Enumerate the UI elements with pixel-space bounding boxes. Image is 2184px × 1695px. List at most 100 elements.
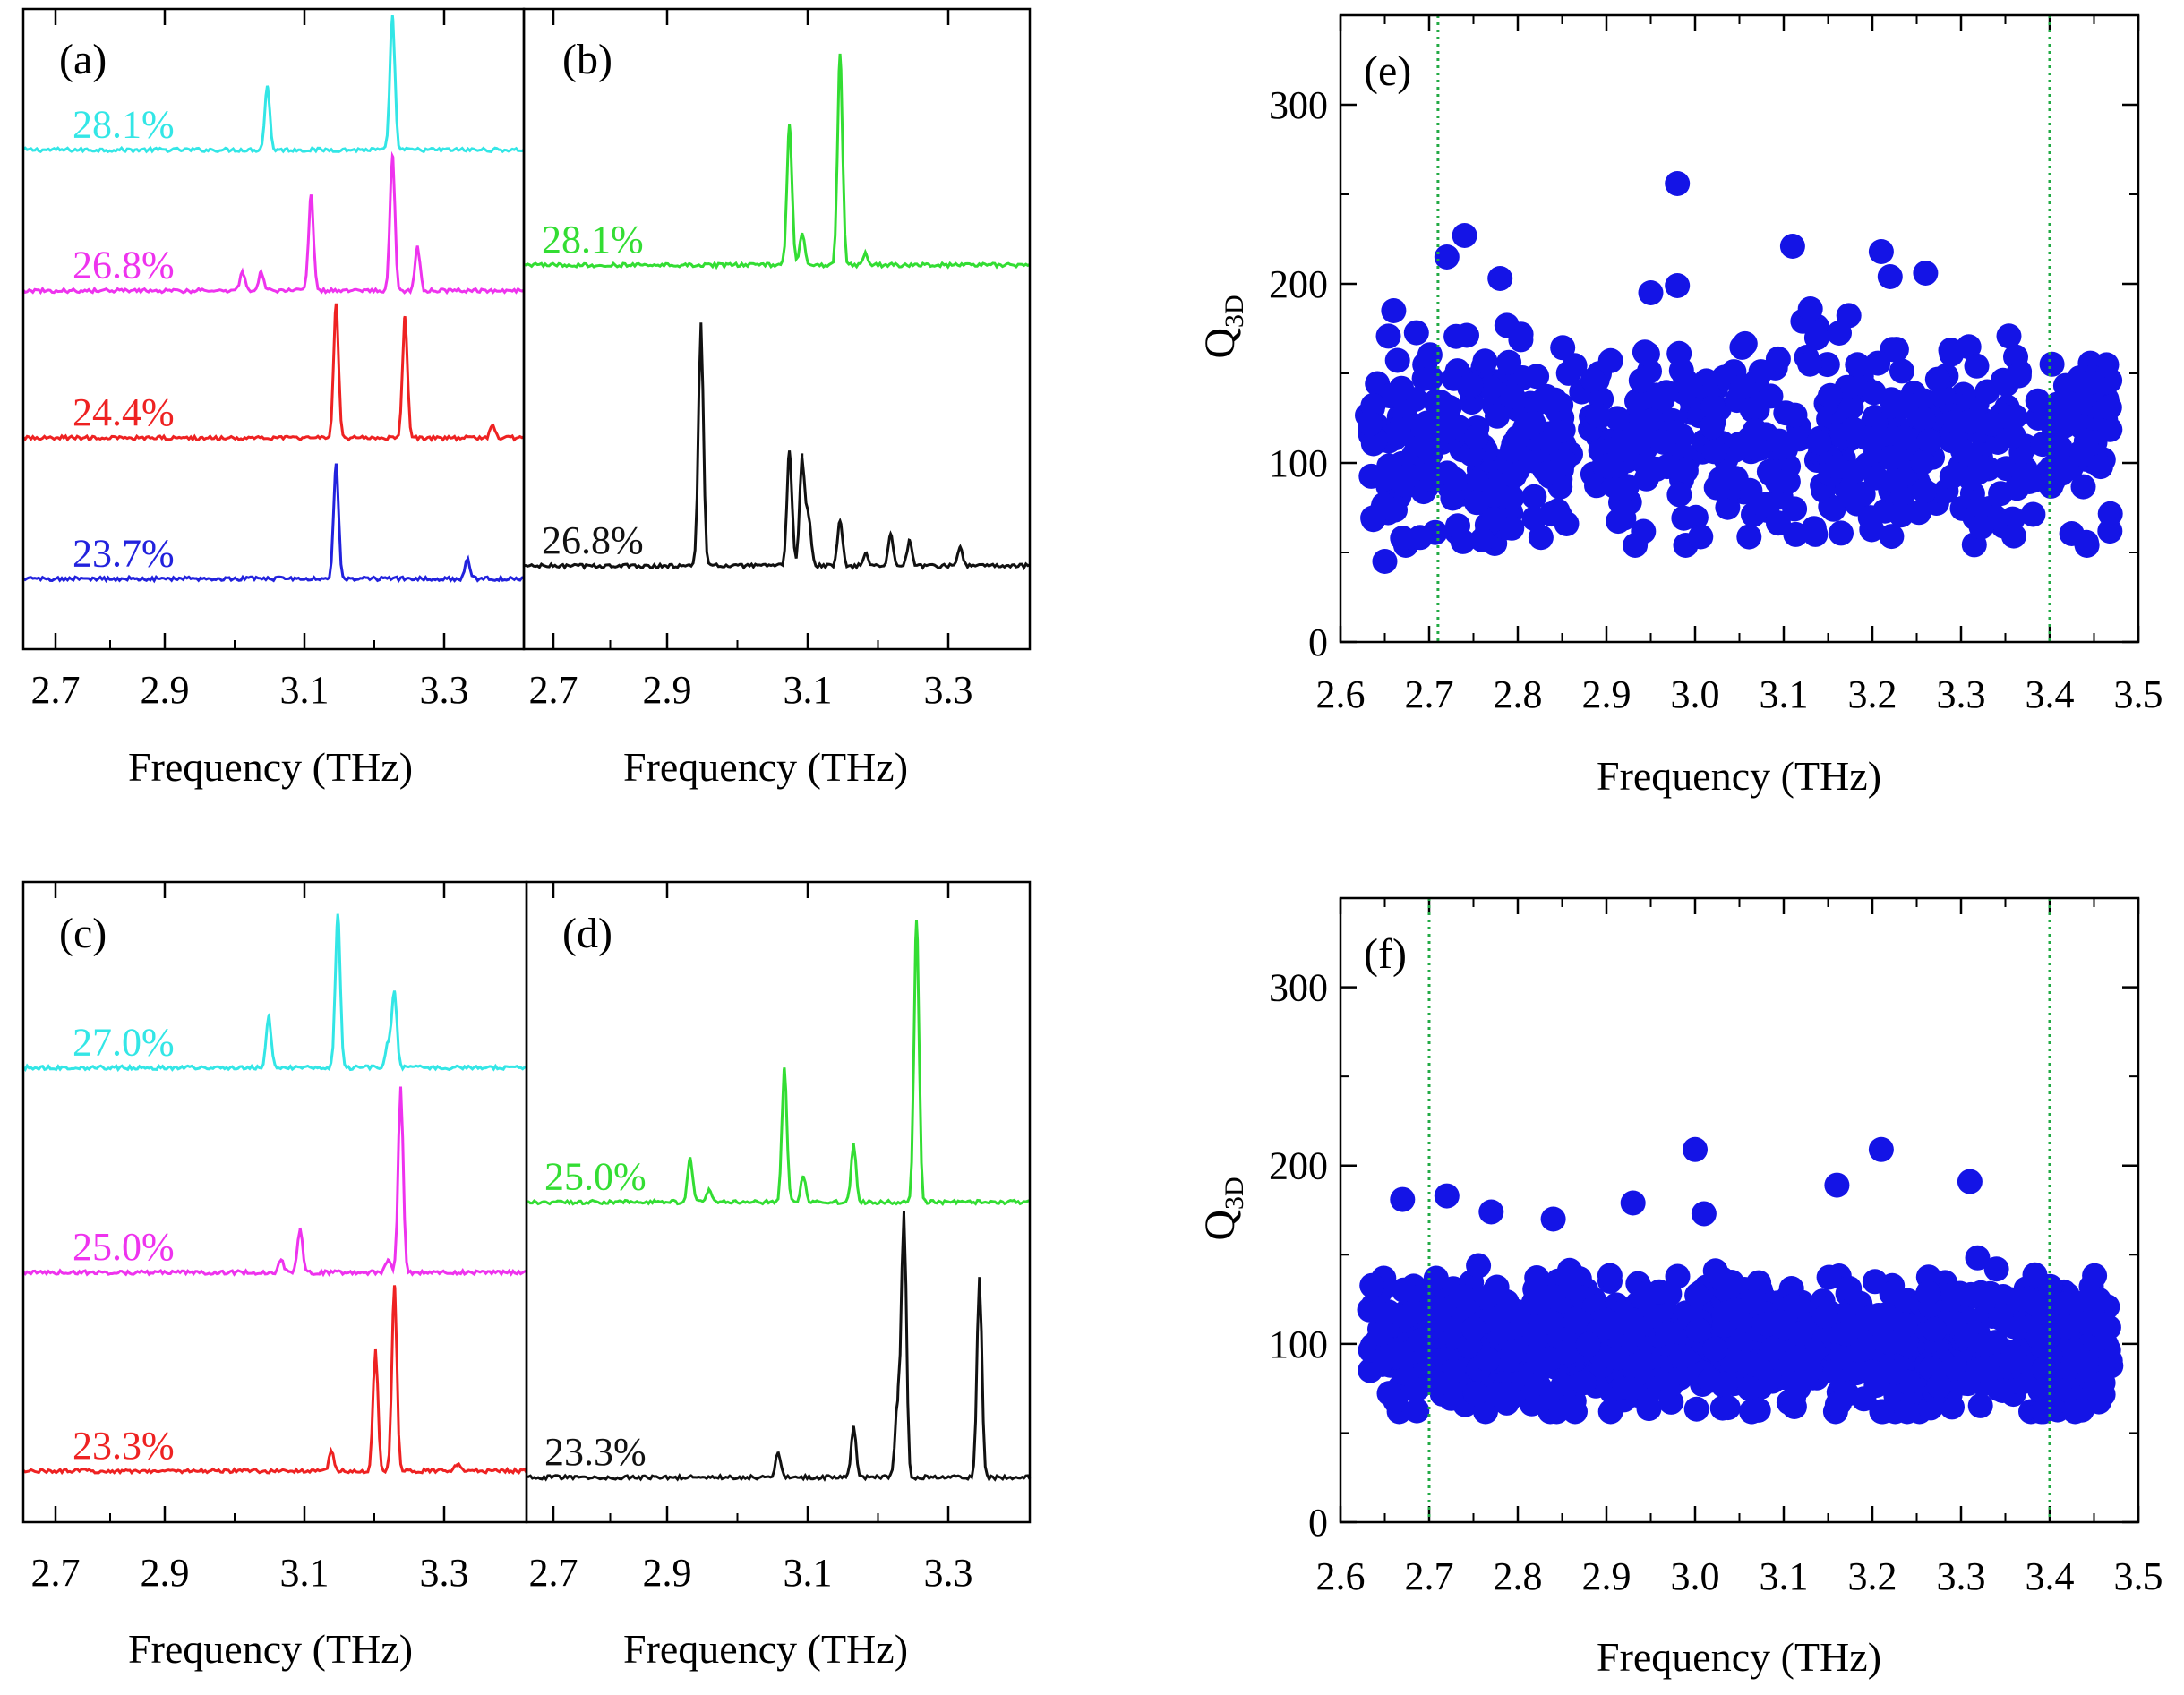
panel-e-ytick-label: 200 <box>1269 262 1328 306</box>
panel-e-point <box>1542 387 1568 413</box>
panel-b-series-1-label: 26.8% <box>542 518 644 562</box>
panel-e-point <box>1597 347 1623 373</box>
panel-f-point <box>1374 1344 1400 1370</box>
panel-f-point <box>2031 1357 2057 1383</box>
panel-f-plot: 2.6 2.7 2.8 2.9 3.0 3.1 3.2 3.3 3.4 3.5 0 100 200 300 <box>1269 897 2163 1598</box>
panel-f-point <box>1655 1321 1681 1347</box>
panel-e-point <box>1751 492 1777 518</box>
panel-d: 2.7 2.9 3.1 3.3 25.0% 23.3% (d) Frequency (TH… <box>525 880 1032 1672</box>
panel-e-point <box>1827 321 1852 346</box>
panel-e-point <box>1472 348 1498 374</box>
panel-a-series-1-label: 26.8% <box>73 244 175 287</box>
panel-e-point <box>1623 533 1649 558</box>
panel-e-point <box>2039 351 2065 377</box>
panel-f-point <box>1460 1315 1486 1341</box>
panel-e-point <box>1452 223 1477 248</box>
panel-b-xtick-label: 2.9 <box>643 668 692 712</box>
panel-e-point <box>2087 454 2113 480</box>
panel-e-point <box>1817 382 1843 408</box>
panel-f-xtick-label: 3.5 <box>2114 1554 2163 1598</box>
panel-d-title: (d) <box>562 910 612 957</box>
panel-b-series-0-label: 28.1% <box>542 218 644 261</box>
panel-e-point <box>1502 463 1527 489</box>
panel-f-point <box>1390 1186 1416 1212</box>
panel-d-xlabel: Frequency (THz) <box>623 1626 908 1672</box>
panel-e-point <box>1612 476 1638 502</box>
panel-f-point <box>1571 1370 1597 1396</box>
panel-e-ytick-label: 0 <box>1308 621 1328 664</box>
panel-e-point <box>1665 171 1691 196</box>
panel-e-point <box>1910 407 1936 432</box>
panel-f-xtick-label: 3.2 <box>1848 1554 1897 1598</box>
panel-f-point <box>2052 1291 2078 1317</box>
panel-e-point <box>1889 358 1914 384</box>
panel-e-point <box>1671 505 1697 531</box>
panel-e-point <box>1628 368 1654 393</box>
panel-f-point <box>1404 1398 1430 1424</box>
panel-f-point <box>1926 1374 1952 1400</box>
panel-e-point <box>1535 460 1561 486</box>
panel-f-point <box>1869 1399 1895 1425</box>
panel-d-series-0-label: 25.0% <box>544 1155 647 1199</box>
panel-e-point <box>1500 383 1526 409</box>
panel-e-point <box>1528 525 1554 551</box>
panel-e-point <box>1840 416 1866 442</box>
panel-f-point <box>2086 1311 2112 1337</box>
panel-b-series-1-line <box>523 322 1031 571</box>
panel-c-series-2-label: 23.3% <box>73 1424 175 1468</box>
panel-f-frame <box>1339 896 2140 1524</box>
panel-e-point <box>2057 390 2083 416</box>
panel-f-point <box>1988 1305 2014 1331</box>
panel-e-point <box>2077 370 2103 395</box>
panel-f-point <box>1968 1280 1994 1305</box>
panel-e-point <box>1911 478 1937 504</box>
panel-e-point <box>1585 402 1611 428</box>
panel-e-point <box>1595 453 1621 479</box>
panel-f-point <box>1475 1347 1501 1373</box>
panel-e-point <box>1979 411 2005 437</box>
panel-e-point <box>1419 467 1445 492</box>
panel-f-xtick-label: 3.0 <box>1671 1554 1720 1598</box>
panel-e-point <box>1868 239 1894 264</box>
panel-f-point <box>2086 1287 2111 1313</box>
panel-e-point <box>1481 506 1507 532</box>
panel-b-xtick-label: 3.3 <box>924 668 973 712</box>
panel-e-point <box>1666 482 1692 508</box>
panel-d-series-0-line <box>526 920 1031 1206</box>
panel-a-xlabel: Frequency (THz) <box>128 744 413 790</box>
panel-f-title: (f) <box>1364 930 1407 978</box>
panel-f-point <box>1426 1307 1452 1333</box>
panel-a-series-2-label: 24.4% <box>73 390 175 434</box>
panel-a-series-0-label: 28.1% <box>73 102 175 146</box>
panel-c: 2.7 2.9 3.1 3.3 27.0% 25.0% 23.3% (c) Frequenc… <box>21 880 528 1672</box>
panel-e-point <box>1383 421 1409 446</box>
panel-f-point <box>1359 1272 1385 1298</box>
panel-e-point <box>1383 497 1408 523</box>
panel-f-point <box>1575 1331 1601 1357</box>
panel-f-point <box>1400 1299 1426 1325</box>
panel-e-xtick-label: 3.0 <box>1671 672 1720 716</box>
panel-f-ytick-label: 0 <box>1308 1501 1328 1545</box>
panel-e-point <box>1372 549 1398 574</box>
panel-d-xtick-label: 2.9 <box>643 1551 692 1595</box>
panel-f-point <box>1563 1306 1589 1332</box>
panel-b-xtick-label: 3.1 <box>784 668 833 712</box>
panel-e-point <box>1521 484 1547 509</box>
panel-e-point <box>2059 521 2085 546</box>
panel-e-point <box>2000 523 2026 549</box>
panel-e-point <box>1803 325 1829 351</box>
panel-e-point <box>1463 424 1489 450</box>
panel-e-point <box>1857 505 1883 531</box>
panel-e-point <box>1861 380 1887 406</box>
panel-f-point <box>1434 1183 1460 1209</box>
panel-f-point <box>1365 1299 1390 1325</box>
panel-f-ylabel: Q3D <box>1196 1177 1249 1240</box>
panel-e-xtick-label: 2.6 <box>1316 672 1366 716</box>
panel-f-point <box>1665 1263 1691 1289</box>
panel-e-point <box>1443 467 1468 492</box>
panel-f-point <box>1702 1336 1728 1362</box>
panel-f-point <box>1745 1397 1771 1423</box>
panel-e-point <box>1814 352 1840 378</box>
panel-f-point <box>1990 1378 2016 1403</box>
panel-e-point <box>1838 484 1864 509</box>
